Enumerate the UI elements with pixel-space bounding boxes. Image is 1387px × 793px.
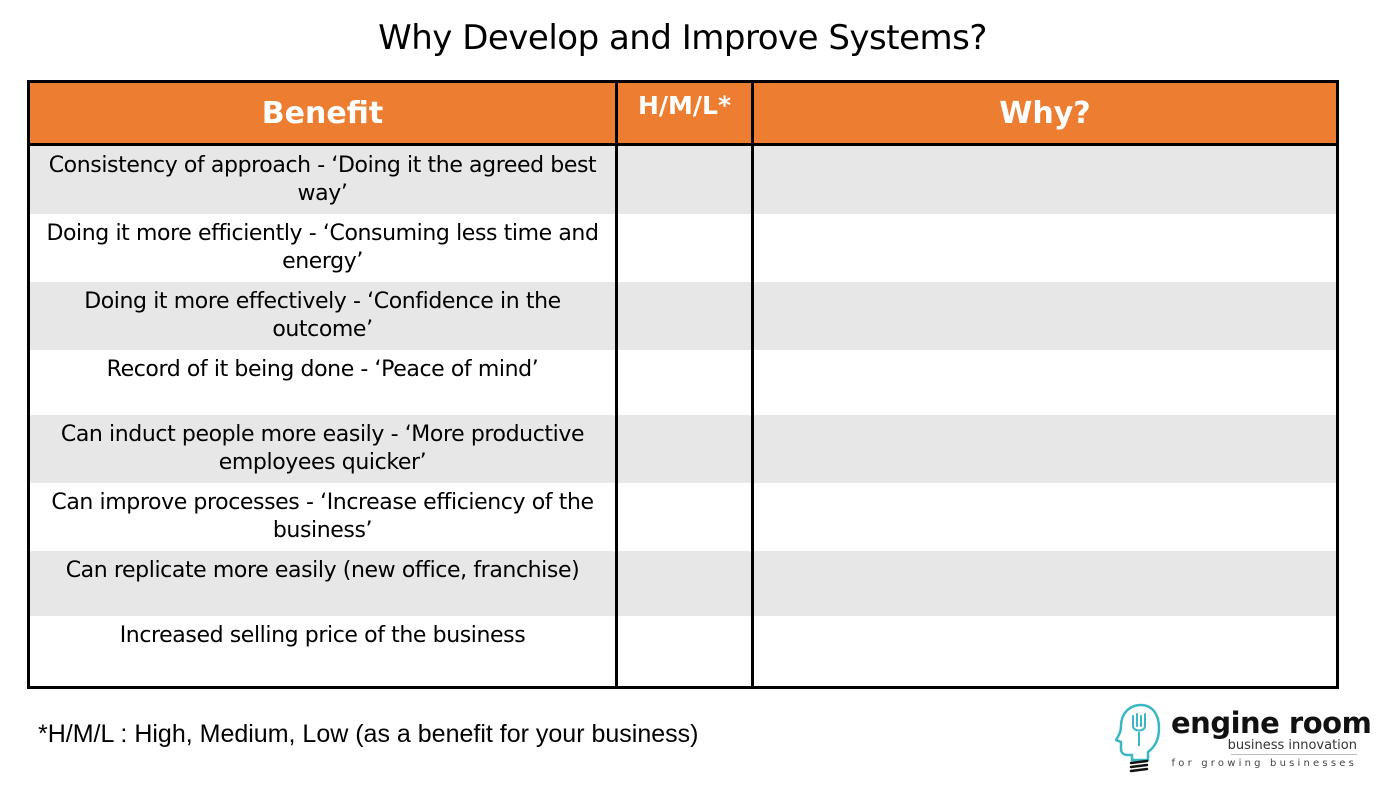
why-cell[interactable]: [751, 350, 1338, 415]
hml-cell[interactable]: [615, 214, 753, 282]
benefit-cell: Can improve processes - ‘Increase effici…: [51, 490, 594, 543]
benefit-cell: Doing it more efficiently - ‘Consuming l…: [46, 221, 599, 274]
footnote: *H/M/L : High, Medium, Low (as a benefit…: [38, 720, 699, 748]
hml-cell[interactable]: [615, 144, 753, 214]
hml-cell[interactable]: [615, 350, 753, 415]
logo-tagline: business innovation: [1227, 738, 1357, 753]
engine-room-logo: engine room business innovation for grow…: [1115, 700, 1372, 780]
why-cell[interactable]: [751, 415, 1338, 483]
hml-cell[interactable]: [615, 616, 753, 688]
lightbulb-head-icon: [1115, 703, 1161, 773]
hml-cell[interactable]: [615, 282, 753, 350]
benefit-cell: Doing it more effectively - ‘Confidence …: [28, 282, 617, 350]
table-row: Consistency of approach - ‘Doing it the …: [28, 144, 1338, 214]
table-row: Doing it more efficiently - ‘Consuming l…: [29, 214, 1338, 282]
why-cell[interactable]: [751, 282, 1338, 350]
logo-name: engine room: [1171, 706, 1372, 740]
why-cell[interactable]: [751, 144, 1338, 214]
hml-cell[interactable]: [615, 483, 753, 551]
table-row: Increased selling price of the business: [29, 616, 1338, 688]
benefit-cell: Can induct people more easily - ‘More pr…: [28, 415, 617, 483]
benefit-cell: Record of it being done - ‘Peace of mind…: [106, 357, 539, 382]
logo-subtitle: for growing businesses: [1171, 758, 1357, 769]
hml-cell[interactable]: [615, 551, 753, 616]
table-header-row: Benefit H/M/L* Why?: [28, 81, 1338, 146]
table-row: Can improve processes - ‘Increase effici…: [29, 483, 1338, 551]
page-title: Why Develop and Improve Systems?: [378, 18, 987, 58]
table-row: Can replicate more easily (new office, f…: [28, 551, 1338, 616]
why-cell[interactable]: [751, 214, 1338, 282]
benefits-table: Benefit H/M/L* Why? Consistency of appro…: [27, 80, 1339, 689]
logo-divider: [1231, 754, 1357, 755]
table-row: Record of it being done - ‘Peace of mind…: [29, 350, 1338, 415]
table-row: Can induct people more easily - ‘More pr…: [28, 415, 1338, 483]
why-cell[interactable]: [751, 483, 1338, 551]
why-cell[interactable]: [751, 551, 1338, 616]
header-benefit: Benefit: [28, 81, 617, 146]
benefit-cell: Consistency of approach - ‘Doing it the …: [28, 144, 617, 214]
header-why: Why?: [751, 81, 1338, 146]
benefit-cell: Increased selling price of the business: [119, 623, 526, 648]
header-hml: H/M/L*: [615, 81, 753, 146]
hml-cell[interactable]: [615, 415, 753, 483]
why-cell[interactable]: [751, 616, 1338, 688]
benefit-cell: Can replicate more easily (new office, f…: [28, 551, 617, 616]
table-row: Doing it more effectively - ‘Confidence …: [28, 282, 1338, 350]
